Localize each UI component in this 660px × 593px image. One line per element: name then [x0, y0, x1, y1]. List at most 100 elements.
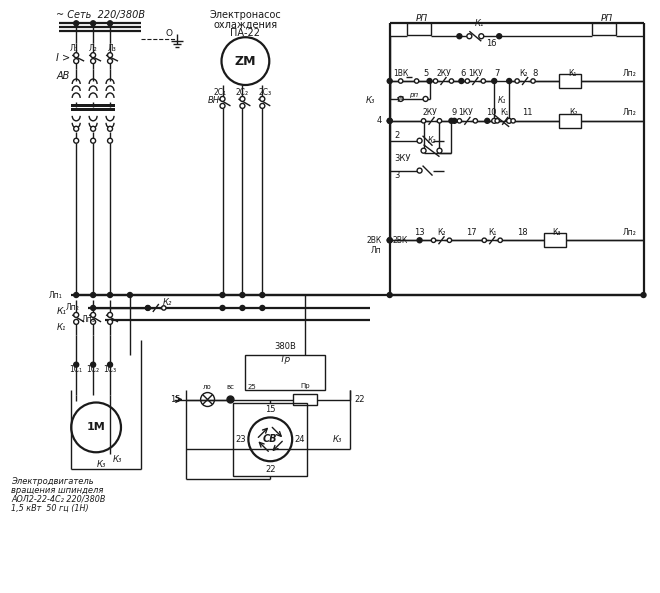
Bar [246, 355, 325, 390]
Circle shape [515, 79, 519, 83]
Circle shape [485, 119, 490, 123]
Circle shape [417, 168, 422, 173]
Circle shape [498, 238, 502, 243]
Text: у4: у4 [397, 96, 405, 102]
Text: К₂: К₂ [427, 136, 436, 145]
Text: К₁: К₁ [56, 323, 65, 332]
Circle shape [108, 292, 112, 298]
Circle shape [497, 34, 502, 39]
Text: 2С₂: 2С₂ [236, 88, 249, 97]
Text: О: О [165, 28, 172, 38]
Circle shape [108, 59, 112, 63]
Circle shape [449, 79, 453, 83]
Circle shape [108, 53, 112, 58]
Circle shape [511, 119, 515, 123]
Circle shape [108, 126, 112, 131]
Text: Лп₂: Лп₂ [65, 304, 79, 313]
Circle shape [507, 78, 512, 84]
Text: 9: 9 [452, 109, 457, 117]
Text: Электродвигатель: Электродвигатель [11, 477, 94, 486]
Circle shape [90, 59, 96, 63]
Text: 6: 6 [461, 69, 466, 78]
Text: 15: 15 [170, 395, 181, 404]
Text: К₁: К₁ [500, 109, 508, 117]
Text: Лп₂: Лп₂ [622, 228, 636, 237]
Text: Л₁: Л₁ [70, 44, 79, 53]
Text: 1КУ: 1КУ [458, 109, 473, 117]
Text: К₂: К₂ [437, 228, 446, 237]
Text: К₁: К₁ [56, 307, 66, 317]
Bar [234, 403, 307, 476]
Text: 23: 23 [235, 435, 246, 444]
Circle shape [478, 34, 484, 39]
Text: ZM: ZM [235, 55, 256, 68]
Circle shape [260, 305, 265, 310]
Circle shape [240, 103, 245, 109]
Text: РП: РП [416, 14, 428, 23]
Circle shape [423, 97, 428, 101]
Circle shape [260, 97, 265, 101]
Text: 22: 22 [355, 395, 366, 404]
Circle shape [74, 292, 79, 298]
Circle shape [387, 292, 392, 298]
Text: К₃: К₃ [552, 228, 561, 237]
Circle shape [507, 119, 512, 123]
Text: ПА-22: ПА-22 [230, 28, 261, 38]
Circle shape [449, 119, 454, 123]
Text: Лп₂: Лп₂ [622, 69, 636, 78]
Text: АВ: АВ [56, 71, 70, 81]
Circle shape [90, 292, 96, 298]
Circle shape [459, 78, 464, 84]
Circle shape [74, 59, 79, 63]
Bar [71, 109, 115, 111]
Circle shape [387, 78, 392, 84]
Text: 2С₁: 2С₁ [213, 88, 226, 97]
Text: 2ВК: 2ВК [392, 236, 407, 245]
Text: 24: 24 [295, 435, 306, 444]
Circle shape [421, 148, 426, 153]
Circle shape [432, 238, 436, 243]
Text: К₁: К₁ [475, 19, 484, 28]
Text: 22: 22 [265, 465, 275, 474]
Text: К₂: К₂ [519, 69, 527, 78]
Text: К₃: К₃ [96, 460, 106, 468]
Text: 25: 25 [248, 384, 257, 390]
Bar [544, 233, 566, 247]
Circle shape [220, 305, 225, 310]
Circle shape [260, 103, 265, 109]
Bar [559, 114, 581, 128]
Circle shape [641, 292, 646, 298]
Circle shape [240, 292, 245, 298]
Circle shape [74, 362, 79, 367]
Circle shape [240, 305, 245, 310]
Circle shape [108, 313, 112, 317]
Circle shape [108, 320, 112, 324]
Text: 7: 7 [494, 69, 500, 78]
Text: РП: РП [601, 14, 612, 23]
Circle shape [90, 138, 96, 144]
Circle shape [473, 119, 477, 123]
Text: 1М: 1М [86, 422, 106, 432]
Bar [559, 74, 581, 88]
Circle shape [465, 79, 469, 83]
Text: 4: 4 [376, 116, 381, 125]
Circle shape [74, 21, 79, 25]
Circle shape [398, 97, 403, 101]
Circle shape [74, 320, 79, 324]
Circle shape [146, 306, 150, 310]
Text: 10: 10 [486, 109, 496, 117]
Text: К₁: К₁ [488, 228, 496, 237]
Circle shape [220, 103, 225, 109]
Circle shape [427, 78, 432, 84]
Text: вс: вс [226, 384, 234, 390]
Circle shape [108, 138, 112, 144]
Circle shape [438, 119, 442, 123]
Circle shape [387, 238, 392, 243]
Circle shape [492, 78, 497, 84]
Circle shape [227, 396, 234, 403]
Text: вращения шпинделя: вращения шпинделя [11, 486, 104, 495]
Circle shape [417, 238, 422, 243]
Bar [71, 104, 115, 107]
Circle shape [90, 305, 96, 310]
Text: Тр: Тр [280, 355, 291, 364]
